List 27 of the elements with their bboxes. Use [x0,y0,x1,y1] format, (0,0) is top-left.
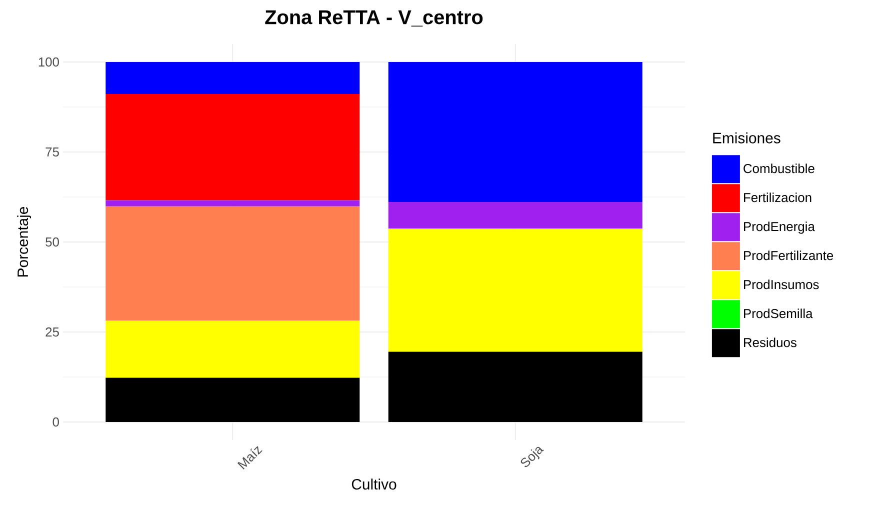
y-tick-label: 25 [46,327,59,337]
x-tick-label: Soja [520,446,544,468]
bar [388,62,642,202]
bar [106,206,360,320]
y-tick-label: 50 [46,237,59,247]
legend-label: ProdSemilla [744,308,813,318]
y-tick-label: 0 [52,417,59,427]
bar [106,320,360,378]
bar [106,200,360,206]
bar [106,94,360,200]
legend-label: Combustible [744,164,814,174]
bar [388,352,642,422]
y-tick-label: 75 [46,147,59,157]
bar [388,202,642,229]
legend-label: Residuos [744,338,796,348]
y-tick-label: 100 [38,57,59,67]
legend-label: ProdEnergia [744,222,815,234]
legend-label: ProdInsumos [744,280,819,290]
legend-title: Emisiones [713,132,780,144]
bar [388,228,642,352]
bar [106,62,360,94]
bar [106,378,360,422]
x-axis-title: Cultivo [352,478,396,490]
legend-label: ProdFertilizante [744,250,834,260]
chart-title: Zona ReTTA - V_centro [265,10,483,27]
legend-label: Fertilizacion [744,192,812,202]
y-axis-title: Porcentaje [17,206,32,276]
